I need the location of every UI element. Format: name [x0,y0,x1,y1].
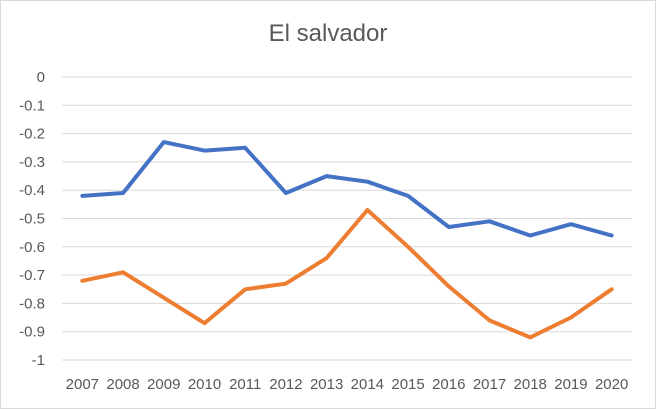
x-tick-label: 2016 [432,376,465,393]
y-tick-label: -0.4 [19,182,45,199]
x-tick-label: 2014 [351,376,384,393]
x-tick-label: 2013 [310,376,343,393]
x-axis-labels: 2007 2008 2009 2010 2011 2012 2013 2014 2015 2016… [66,376,629,393]
x-tick-label: 2018 [514,376,547,393]
gridlines [62,76,632,361]
x-tick-label: 2012 [269,376,302,393]
x-tick-label: 2019 [554,376,587,393]
y-tick-label: -0.8 [19,295,45,312]
x-tick-label: 2010 [188,376,221,393]
x-tick-label: 2011 [229,376,261,393]
y-tick-label: -0.7 [19,267,45,284]
y-tick-label: -0.5 [19,211,45,228]
series-line-1 [80,140,614,238]
x-tick-label: 2008 [106,376,139,393]
x-tick-label: 2007 [66,376,99,393]
x-tick-label: 2015 [391,376,424,393]
series-line-2 [80,208,614,340]
y-axis-labels: 0 -0.1 -0.2 -0.3 -0.4 -0.5 -0.6 -0.7 -0.8 -0.9 -1 [19,69,45,369]
y-tick-label: -0.2 [19,126,45,143]
chart-title: El salvador [268,20,388,47]
y-tick-label: -0.1 [19,97,45,114]
y-tick-label: -1 [32,352,45,369]
y-tick-label: -0.9 [19,324,45,341]
y-tick-label: -0.6 [19,239,45,256]
series-lines [80,140,614,340]
x-tick-label: 2017 [473,376,506,393]
x-tick-label: 2020 [595,376,628,393]
x-tick-label: 2009 [147,376,180,393]
y-tick-label: -0.3 [19,154,45,171]
y-tick-label: 0 [37,69,45,86]
